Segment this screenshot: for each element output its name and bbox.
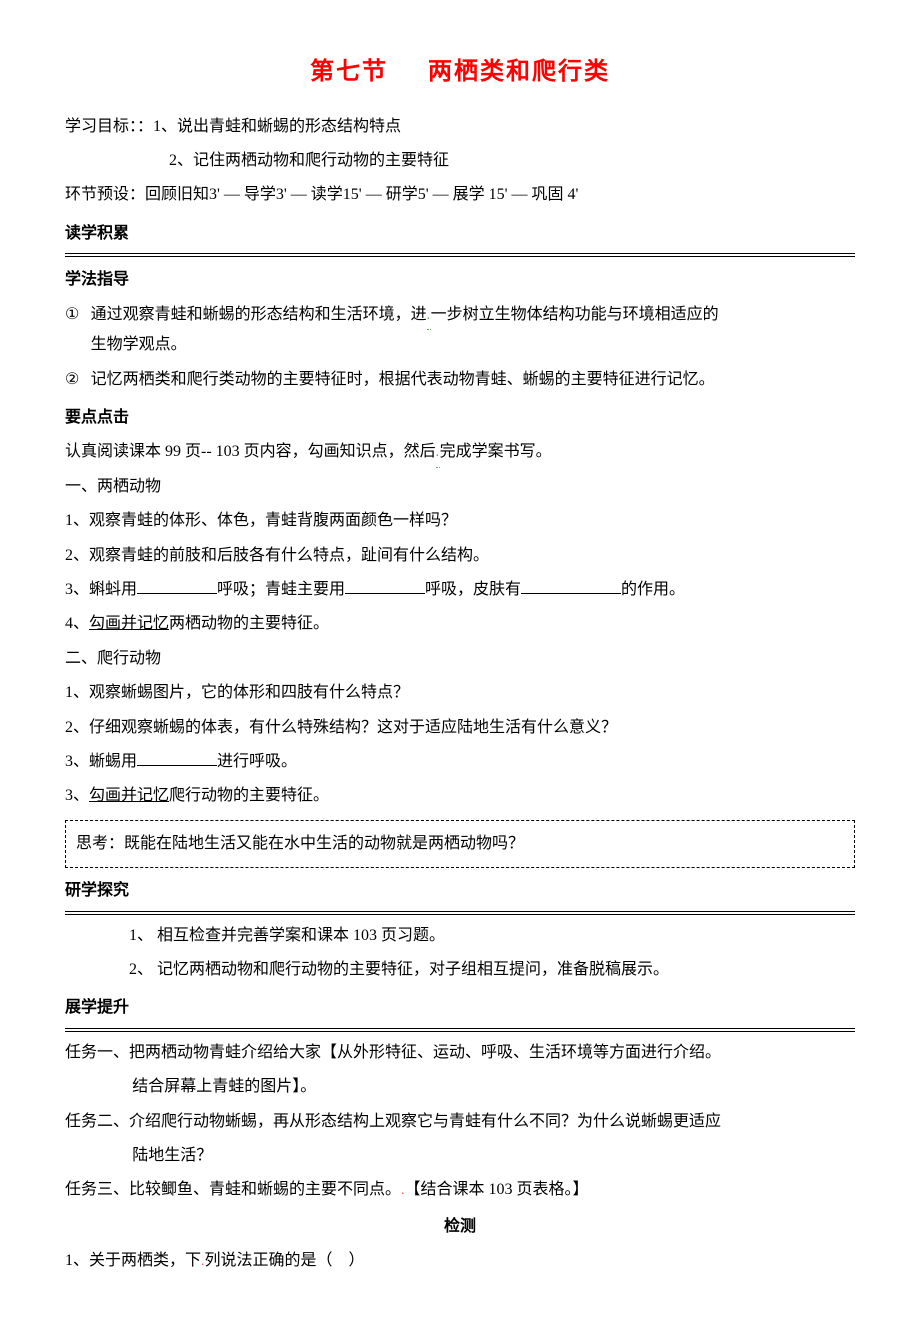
b-q2: 2、仔细观察蜥蜴的体表，有什么特殊结构？这对于适应陆地生活有什么意义？ xyxy=(65,713,855,743)
method-2-num: ② xyxy=(65,365,91,395)
method-1-seg1: 通过观察青蛙和蜥蜴的形态结构和生活环境，进 xyxy=(91,306,427,323)
b-q1: 1、观察蜥蜴图片，它的体形和四肢有什么特点？ xyxy=(65,678,855,708)
section-a-head: 一、两栖动物 xyxy=(65,472,855,502)
method-1-body: 通过观察青蛙和蜥蜴的形态结构和生活环境，进.一步树立生物体结构功能与环境相适应的… xyxy=(91,300,719,361)
sep-5: — xyxy=(507,186,531,203)
goal-1: 1、说出青蛙和蜥蜴的形态结构特点 xyxy=(153,118,401,135)
goal-2: 2、记住两栖动物和爬行动物的主要特征 xyxy=(169,152,449,169)
task-2-line1: 任务二、介绍爬行动物蜥蜴，再从形态结构上观察它与青蛙有什么不同？为什么说蜥蜴更适… xyxy=(65,1107,855,1137)
blank-3[interactable] xyxy=(521,577,621,594)
a-q1: 1、观察青蛙的体形、体色，青蛙背腹两面颜色一样吗？ xyxy=(65,506,855,536)
blank-4[interactable] xyxy=(137,749,217,766)
schedule-line: 环节预设：回顾旧知3' — 导学3' — 读学15' — 研学5' — 展学 1… xyxy=(65,180,855,210)
method-head: 学法指导 xyxy=(65,265,855,295)
points-head: 要点点击 xyxy=(65,403,855,433)
method-2-text: 记忆两栖类和爬行类动物的主要特征时，根据代表动物青蛙、蜥蜴的主要特征进行记忆。 xyxy=(91,365,715,395)
b3-2: 进行呼吸。 xyxy=(217,753,297,770)
b4-post: 爬行动物的主要特征。 xyxy=(169,787,329,804)
a3-3: 呼吸，皮肤有 xyxy=(425,581,521,598)
a3-4: 的作用。 xyxy=(621,581,685,598)
a4-u: 勾画并记忆 xyxy=(89,615,169,632)
a3-2: 呼吸；青蛙主要用 xyxy=(217,581,345,598)
think-text: 思考：既能在陆地生活又能在水中生活的动物就是两栖动物吗？ xyxy=(76,835,524,852)
t3-b: 【结合课本 103 页表格。】 xyxy=(405,1181,589,1198)
method-item-2: ② 记忆两栖类和爬行类动物的主要特征时，根据代表动物青蛙、蜥蜴的主要特征进行记忆… xyxy=(65,365,855,395)
schedule-label: 环节预设： xyxy=(65,186,145,203)
points-intro: 认真阅读课本 99 页-- 103 页内容，勾画知识点，然后.完成学案书写。 xyxy=(65,437,855,468)
a3-1: 3、蝌蚪用 xyxy=(65,581,137,598)
points-intro-b: 完成学案书写。 xyxy=(440,443,552,460)
research-2: 2、 记忆两栖动物和爬行动物的主要特征，对子组相互提问，准备脱稿展示。 xyxy=(65,955,855,985)
section-b-head: 二、爬行动物 xyxy=(65,644,855,674)
q1-b: 列说法正确的是（ xyxy=(205,1252,333,1269)
a4-pre: 4、 xyxy=(65,615,89,632)
t3-a: 任务三、比较鲫鱼、青蛙和蜥蜴的主要不同点。 xyxy=(65,1181,401,1198)
task-1-line1: 任务一、把两栖动物青蛙介绍给大家【从外形特征、运动、呼吸、生活环境等方面进行介绍… xyxy=(65,1038,855,1068)
sched-3: 读学15' xyxy=(311,186,362,203)
goals-label: 学习目标：： xyxy=(65,118,153,135)
research-head: 研学探究 xyxy=(65,876,855,906)
sched-2: 导学3' xyxy=(244,186,287,203)
sched-5: 展学 15' xyxy=(453,186,508,203)
divider-heavy-3 xyxy=(65,1028,855,1032)
q1-c: ） xyxy=(349,1252,365,1269)
method-item-1: ① 通过观察青蛙和蜥蜴的形态结构和生活环境，进.一步树立生物体结构功能与环境相适… xyxy=(65,300,855,361)
sched-4: 研学5' xyxy=(386,186,429,203)
sched-6: 巩固 4' xyxy=(531,186,578,203)
sched-1: 回顾旧知3' xyxy=(145,186,220,203)
b4-u: 勾画并记忆 xyxy=(89,787,169,804)
sep-1: — xyxy=(220,186,244,203)
method-1-num: ① xyxy=(65,300,91,361)
method-1-seg2: 一步树立生物体结构功能与环境相适应的 xyxy=(431,306,719,323)
learning-goals-line1: 学习目标：：1、说出青蛙和蜥蜴的形态结构特点 xyxy=(65,112,855,142)
sep-4: — xyxy=(429,186,453,203)
blank-2[interactable] xyxy=(345,577,425,594)
learning-goals-line2: 2、记住两栖动物和爬行动物的主要特征 xyxy=(65,146,855,176)
task-1-line2: 结合屏幕上青蛙的图片】。 xyxy=(65,1072,855,1102)
read-accumulate-head: 读学积累 xyxy=(65,219,855,249)
points-intro-a: 认真阅读课本 99 页-- 103 页内容，勾画知识点，然后 xyxy=(65,443,436,460)
task-2-line2: 陆地生活？ xyxy=(65,1141,855,1171)
sep-2: — xyxy=(287,186,311,203)
b3-1: 3、蜥蜴用 xyxy=(65,753,137,770)
test-head: 检测 xyxy=(65,1212,855,1242)
divider-heavy-2 xyxy=(65,911,855,915)
document-title: 第七节 两栖类和爬行类 xyxy=(65,50,855,96)
q1-a: 1、关于两栖类，下 xyxy=(65,1252,201,1269)
show-head: 展学提升 xyxy=(65,993,855,1023)
divider-heavy-1 xyxy=(65,253,855,257)
a-q3: 3、蝌蚪用 呼吸；青蛙主要用 呼吸，皮肤有 的作用。 xyxy=(65,575,855,605)
test-q1: 1、关于两栖类，下.列说法正确的是（ ） xyxy=(65,1246,855,1276)
method-1-line2: 生物学观点。 xyxy=(91,336,187,353)
task-3: 任务三、比较鲫鱼、青蛙和蜥蜴的主要不同点。.【结合课本 103 页表格。】 xyxy=(65,1175,855,1205)
b4-pre: 3、 xyxy=(65,787,89,804)
sep-3: — xyxy=(362,186,386,203)
a4-post: 两栖动物的主要特征。 xyxy=(169,615,329,632)
a-q2: 2、观察青蛙的前肢和后肢各有什么特点，趾间有什么结构。 xyxy=(65,541,855,571)
blank-1[interactable] xyxy=(137,577,217,594)
think-box: 思考：既能在陆地生活又能在水中生活的动物就是两栖动物吗？ xyxy=(65,820,855,868)
b-q3: 3、蜥蜴用 进行呼吸。 xyxy=(65,747,855,777)
b-q4: 3、勾画并记忆爬行动物的主要特征。 xyxy=(65,781,855,811)
title-part2: 两栖类和爬行类 xyxy=(428,59,610,85)
research-1: 1、 相互检查并完善学案和课本 103 页习题。 xyxy=(65,921,855,951)
title-part1: 第七节 xyxy=(310,59,388,85)
a-q4: 4、勾画并记忆两栖动物的主要特征。 xyxy=(65,609,855,639)
